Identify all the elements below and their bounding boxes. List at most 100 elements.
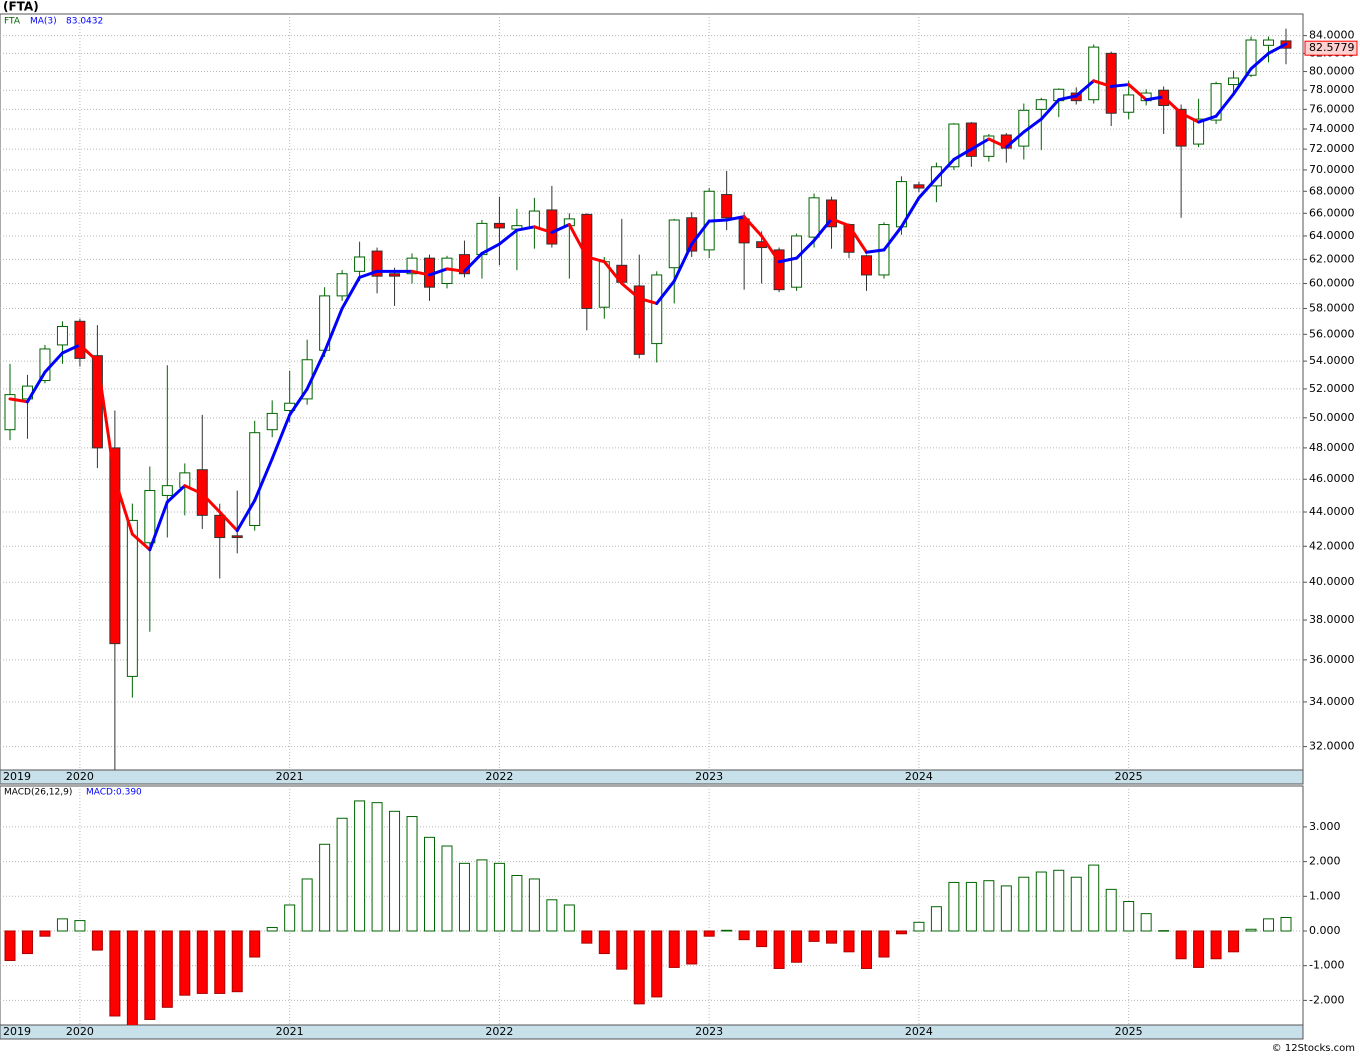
candle-body <box>4 394 16 431</box>
macd-bar <box>756 930 768 948</box>
ma-line-segment <box>8 397 29 404</box>
macd-bar <box>930 906 942 932</box>
y-tick-label: 50.0000 <box>1309 411 1355 424</box>
macd-bar <box>231 930 243 993</box>
candle-body <box>336 273 348 297</box>
x-tick-label: 2023 <box>695 770 723 783</box>
macd-bar <box>528 878 540 932</box>
macd-bar <box>458 862 470 932</box>
ma-line-segment <box>1232 67 1253 96</box>
macd-bar <box>651 930 663 998</box>
ma-line-segment <box>532 225 554 235</box>
ma-line-segment <box>1144 95 1166 102</box>
y-tick-label: 76.0000 <box>1309 102 1355 115</box>
macd-bar <box>703 930 715 937</box>
ma-line-segment <box>340 275 362 310</box>
ma-line-segment <box>78 343 99 363</box>
ma-line-segment <box>1127 83 1148 102</box>
macd-bar <box>1228 930 1240 953</box>
candle-body <box>1193 118 1205 145</box>
candle-body <box>1210 83 1222 121</box>
ma-line-segment <box>672 242 694 283</box>
ma-line-segment <box>585 255 606 264</box>
macd-bar <box>1088 864 1100 932</box>
y-tick-label: -2.000 <box>1309 993 1344 1006</box>
y-tick-label: 32.0000 <box>1309 740 1355 753</box>
ma-line-segment <box>113 477 134 536</box>
macd-bar <box>581 930 593 944</box>
candle-body <box>1123 94 1135 113</box>
macd-bar <box>983 880 995 932</box>
y-tick-label: 78.0000 <box>1309 83 1355 96</box>
macd-bar <box>91 930 103 951</box>
ma-line-segment <box>1057 94 1078 102</box>
ma-line-segment <box>987 137 1008 149</box>
ma-line-segment <box>270 413 292 461</box>
candle-body <box>1263 39 1275 46</box>
macd-bar <box>371 802 383 932</box>
candle-body <box>1105 52 1117 114</box>
ma-line-segment <box>410 269 432 277</box>
ma-line-segment <box>952 147 973 161</box>
y-tick-label: 0.000 <box>1309 924 1341 937</box>
candle-body <box>144 490 156 544</box>
macd-bar <box>616 930 628 970</box>
ma-line-segment <box>165 484 187 504</box>
macd-bar <box>860 930 872 969</box>
macd-bar <box>878 930 890 958</box>
macd-bar <box>1245 928 1257 932</box>
macd-title: MACD(26,12,9) <box>4 788 72 798</box>
x-tick-label: 2021 <box>276 770 304 783</box>
x-tick-label: 2021 <box>276 1025 304 1038</box>
ma-line-segment <box>602 260 624 285</box>
macd-bar <box>476 859 488 932</box>
macd-bar <box>1123 901 1135 932</box>
macd-bar <box>301 878 313 932</box>
macd-bar <box>738 930 750 941</box>
ma-line-segment <box>1249 51 1271 71</box>
candle-body <box>633 285 645 355</box>
y-tick-label: 40.0000 <box>1309 575 1355 588</box>
ma-line-segment <box>812 217 834 243</box>
ma-line-segment <box>183 484 204 496</box>
candle-body <box>913 184 925 189</box>
macd-bar <box>389 810 401 932</box>
ma-line-segment <box>1092 79 1113 88</box>
macd-bar <box>424 836 436 932</box>
legend-ma: MA(3) <box>30 17 57 27</box>
candle-body <box>406 257 418 275</box>
plot-area <box>4 28 1292 770</box>
candle-body <box>1035 99 1047 110</box>
ma-line-segment <box>253 457 274 502</box>
ma-line-segment <box>60 343 82 355</box>
macd-bar <box>686 930 698 965</box>
footer: © 12Stocks.com <box>1272 1043 1355 1054</box>
y-tick-label: 58.0000 <box>1309 301 1355 314</box>
macd-bar <box>546 899 558 932</box>
candle-body <box>266 412 278 431</box>
macd-bar <box>1210 930 1222 960</box>
macd-bar <box>913 921 925 932</box>
ma-line-segment <box>830 217 851 228</box>
macd-bar <box>1193 930 1205 968</box>
y-tick-label: 52.0000 <box>1309 382 1355 395</box>
macd-bar <box>1070 876 1082 932</box>
y-tick-label: 72.0000 <box>1309 142 1355 155</box>
last-price-box <box>1304 40 1358 56</box>
y-tick-label: -1.000 <box>1309 959 1344 972</box>
candle-body <box>860 255 872 276</box>
candle-body <box>965 122 977 157</box>
macd-bar <box>668 930 680 968</box>
macd-bar <box>1175 930 1187 960</box>
macd-bar <box>74 920 86 932</box>
ma-line-segment <box>218 510 239 533</box>
ma-line-segment <box>1179 111 1201 124</box>
macd-bar <box>511 874 523 932</box>
macd-bar <box>179 930 191 996</box>
ma-line-segment <box>777 256 799 264</box>
macd-bar <box>1035 871 1047 932</box>
x-tick-label: 2025 <box>1115 770 1143 783</box>
price-date-strip <box>0 769 1304 785</box>
legend-symbol: FTA <box>4 17 21 27</box>
